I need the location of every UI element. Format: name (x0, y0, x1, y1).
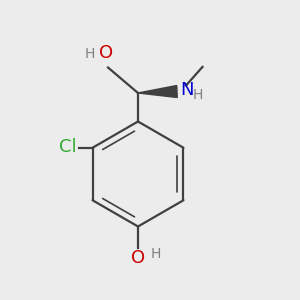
Text: O: O (99, 44, 114, 62)
Text: H: H (193, 88, 203, 102)
Text: H: H (151, 247, 161, 261)
Text: N: N (181, 81, 194, 99)
Text: Cl: Cl (59, 137, 76, 155)
Polygon shape (138, 85, 177, 98)
Text: H: H (85, 46, 95, 61)
Text: O: O (131, 249, 145, 267)
